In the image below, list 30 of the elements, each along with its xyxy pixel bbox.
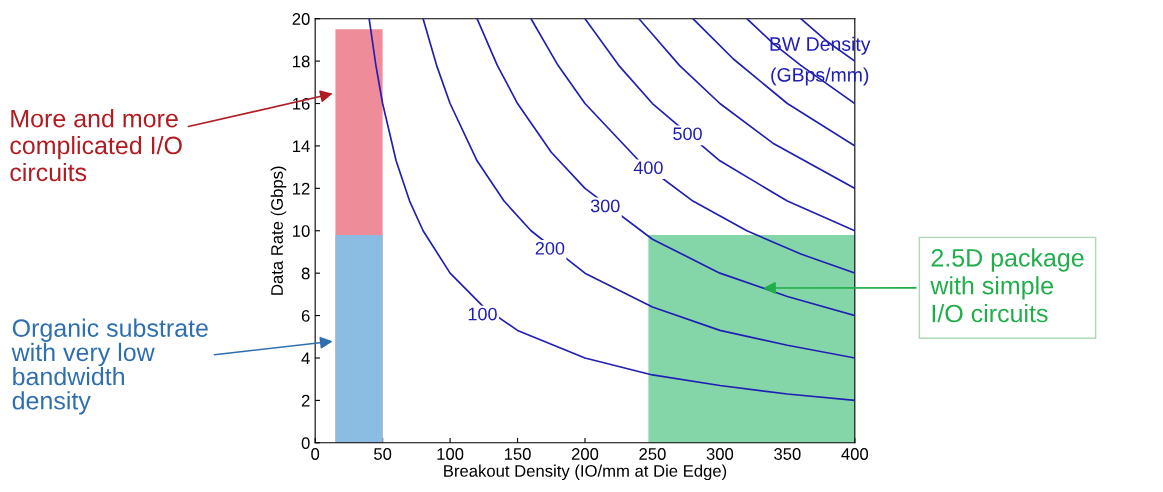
x-tick-label: 100	[437, 448, 464, 460]
y-axis-title: Data Rate (Gbps)	[270, 166, 287, 295]
annotation: 100	[468, 307, 497, 321]
y-tick-label: 8	[301, 267, 310, 280]
annotation: More and more complicated I/O circuits	[10, 109, 182, 182]
annotation: 500	[673, 127, 702, 141]
x-tick-label: 50	[374, 448, 392, 460]
y-tick-label: 18	[293, 55, 310, 68]
y-tick-label: 12	[293, 182, 310, 195]
y-tick-label: 4	[301, 352, 310, 365]
y-tick-label: 20	[292, 13, 310, 25]
x-tick-label: 200	[571, 448, 599, 460]
x-tick-label: 150	[504, 448, 531, 460]
annotation: 2.5D package with simple I/O circuits	[930, 248, 1084, 323]
x-tick-label: 350	[774, 448, 801, 460]
x-tick-label: 300	[706, 448, 734, 460]
x-axis-title: Breakout Density (IO/mm at Die Edge)	[444, 464, 727, 481]
x-tick-label: 250	[639, 448, 666, 460]
x-tick-label: 400	[841, 448, 869, 460]
y-tick-label: 16	[293, 97, 310, 110]
annotation: 400	[633, 161, 663, 175]
y-tick-label: 0	[301, 437, 310, 449]
annotation: 200	[535, 241, 565, 255]
annotation: 300	[590, 199, 620, 213]
y-tick-label: 10	[293, 225, 310, 237]
y-tick-label: 14	[293, 140, 310, 152]
x-tick-label: 0	[311, 448, 320, 460]
y-tick-label: 6	[301, 309, 310, 322]
y-tick-label: 2	[301, 394, 310, 407]
annotation: Organic substrate with very low bandwidth density	[11, 318, 208, 415]
